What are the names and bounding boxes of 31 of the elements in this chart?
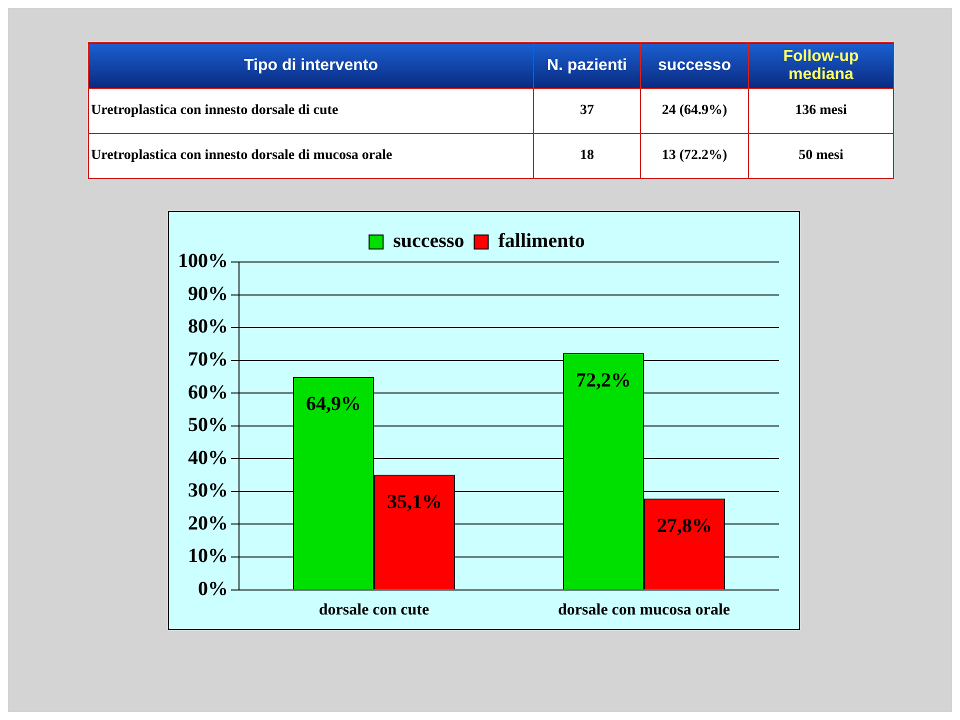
- y-tick-label: 10%: [188, 545, 228, 568]
- x-tick-label: dorsale con cute: [318, 602, 430, 619]
- text: 13 (72.2%): [640, 134, 748, 178]
- data-label: 64,9%: [306, 393, 361, 416]
- text: N. pazienti: [534, 42, 640, 88]
- text: 50 mesi: [748, 134, 894, 178]
- y-tick-label: 100%: [178, 250, 228, 272]
- text: 24 (64.9%): [640, 88, 748, 134]
- data-label: 35,1%: [387, 490, 442, 513]
- data-label: 72,2%: [576, 369, 631, 392]
- y-tick-label: 40%: [188, 446, 228, 469]
- y-tick-label: 70%: [188, 348, 228, 371]
- x-tick-label: dorsale con mucosa orale: [558, 602, 730, 619]
- text: 37: [534, 88, 640, 134]
- y-tick-label: 0%: [198, 578, 228, 600]
- text: 136 mesi: [748, 88, 894, 134]
- legend-label: successo: [393, 230, 464, 252]
- y-tick-label: 90%: [188, 282, 228, 305]
- y-tick-label: 50%: [188, 414, 228, 436]
- y-tick-label: 60%: [188, 381, 228, 404]
- y-tick-label: 30%: [188, 480, 228, 502]
- legend-label: fallimento: [498, 230, 585, 252]
- y-tick-label: 20%: [188, 512, 228, 534]
- data-label: 27,8%: [657, 514, 712, 537]
- text: Follow-up mediana: [748, 42, 894, 88]
- text: successo: [640, 42, 748, 88]
- text: Uretroplastica con innesto dorsale di cute: [88, 88, 534, 134]
- text: 18: [534, 134, 640, 178]
- y-tick-label: 80%: [188, 316, 228, 338]
- text: Tipo di intervento: [88, 42, 534, 88]
- text: Uretroplastica con innesto dorsale di mucosa orale: [88, 134, 534, 178]
